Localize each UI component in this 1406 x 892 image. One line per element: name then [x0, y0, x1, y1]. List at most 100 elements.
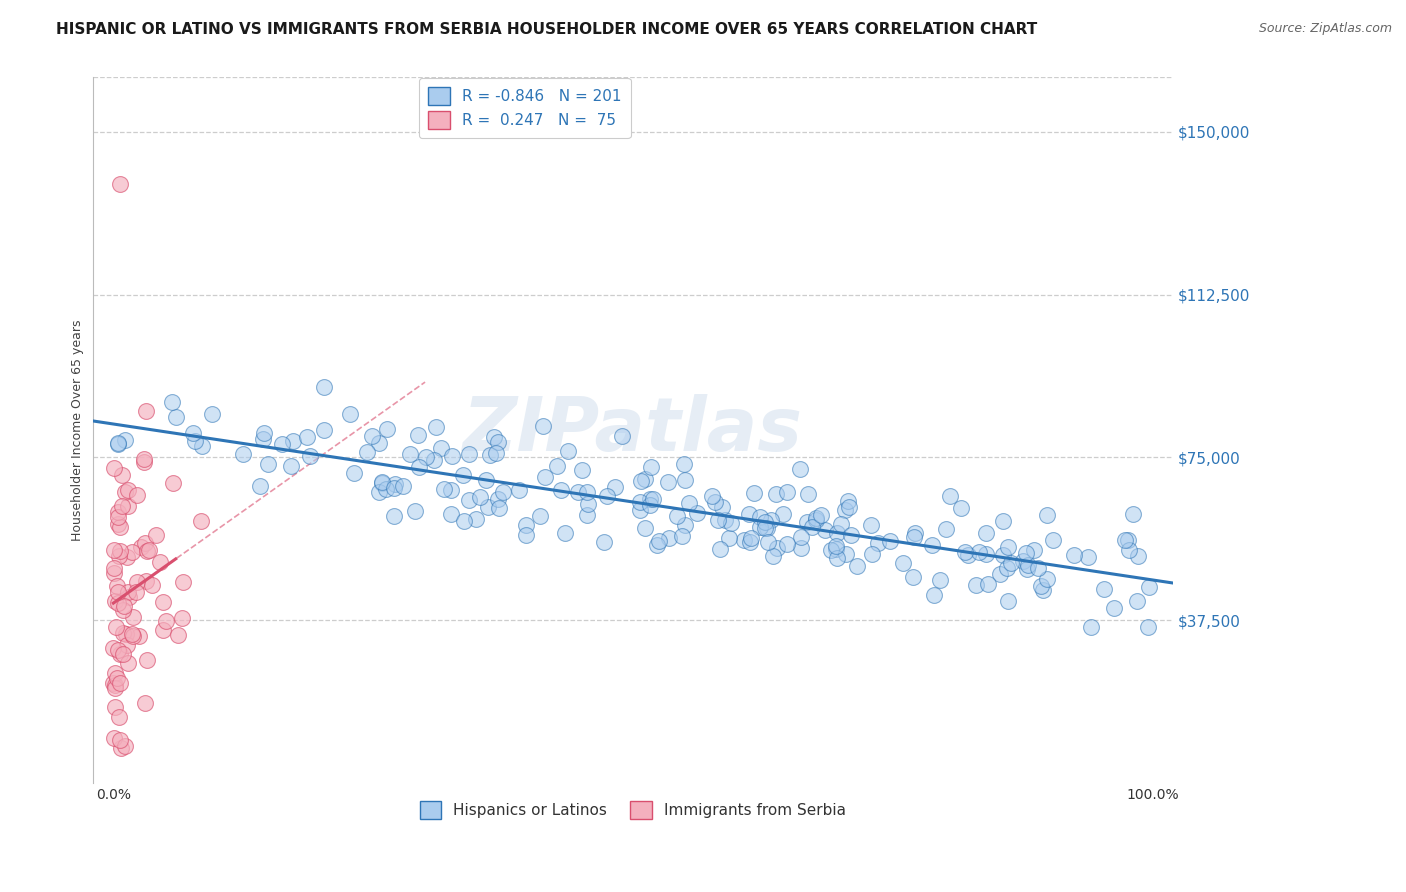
Point — [868, 536, 890, 550]
Point — [1092, 582, 1115, 596]
Point — [375, 422, 398, 436]
Point — [108, 710, 131, 724]
Point — [628, 503, 651, 517]
Point — [132, 452, 155, 467]
Point — [114, 433, 136, 447]
Point — [104, 666, 127, 681]
Point — [977, 576, 1000, 591]
Point — [440, 483, 463, 498]
Point — [641, 491, 664, 506]
Point — [749, 509, 772, 524]
Point — [702, 489, 724, 503]
Point — [921, 538, 943, 552]
Point — [105, 671, 128, 685]
Point — [152, 595, 174, 609]
Point — [860, 518, 883, 533]
Point — [633, 521, 655, 535]
Point — [554, 525, 576, 540]
Point — [633, 472, 655, 486]
Point — [136, 544, 159, 558]
Point — [249, 479, 271, 493]
Point — [754, 515, 776, 529]
Point — [190, 514, 212, 528]
Point — [711, 500, 734, 514]
Point — [108, 177, 131, 191]
Point — [404, 504, 426, 518]
Point — [107, 596, 129, 610]
Point — [232, 447, 254, 461]
Point — [709, 542, 731, 557]
Point — [112, 599, 135, 613]
Point — [567, 484, 589, 499]
Point — [128, 628, 150, 642]
Point — [790, 541, 813, 555]
Point — [1080, 620, 1102, 634]
Point — [108, 520, 131, 534]
Point — [1137, 580, 1160, 594]
Point — [103, 676, 125, 690]
Point — [129, 540, 152, 554]
Point — [107, 437, 129, 451]
Point — [956, 548, 979, 562]
Point — [1000, 556, 1022, 570]
Point — [756, 535, 779, 549]
Point — [314, 380, 336, 394]
Point — [756, 521, 779, 535]
Point — [576, 485, 599, 500]
Point — [478, 449, 501, 463]
Point — [125, 585, 148, 599]
Point — [107, 585, 129, 599]
Text: HISPANIC OR LATINO VS IMMIGRANTS FROM SERBIA HOUSEHOLDER INCOME OVER 65 YEARS CO: HISPANIC OR LATINO VS IMMIGRANTS FROM SE… — [56, 22, 1038, 37]
Text: Source: ZipAtlas.com: Source: ZipAtlas.com — [1258, 22, 1392, 36]
Point — [575, 508, 598, 522]
Point — [134, 455, 156, 469]
Point — [967, 545, 990, 559]
Point — [107, 510, 129, 524]
Point — [576, 497, 599, 511]
Point — [593, 535, 616, 549]
Point — [339, 407, 361, 421]
Point — [117, 500, 139, 514]
Point — [988, 567, 1011, 582]
Point — [515, 528, 537, 542]
Point — [475, 473, 498, 487]
Point — [172, 575, 194, 590]
Point — [772, 507, 794, 521]
Point — [814, 524, 837, 538]
Point — [1136, 620, 1159, 634]
Point — [571, 463, 593, 477]
Point — [138, 542, 160, 557]
Point — [104, 681, 127, 696]
Point — [835, 547, 858, 561]
Point — [125, 574, 148, 589]
Point — [280, 459, 302, 474]
Point — [184, 434, 207, 448]
Point — [837, 493, 859, 508]
Point — [1015, 546, 1038, 560]
Point — [433, 482, 456, 496]
Point — [762, 549, 785, 563]
Point — [112, 647, 135, 661]
Point — [114, 739, 136, 753]
Point — [846, 558, 869, 573]
Point — [825, 525, 848, 540]
Point — [738, 534, 761, 549]
Legend: Hispanics or Latinos, Immigrants from Serbia: Hispanics or Latinos, Immigrants from Se… — [413, 795, 852, 825]
Point — [935, 522, 957, 536]
Point — [148, 555, 170, 569]
Point — [766, 541, 789, 556]
Point — [107, 504, 129, 518]
Point — [423, 452, 446, 467]
Point — [804, 513, 827, 527]
Point — [415, 450, 437, 464]
Point — [1011, 554, 1033, 568]
Point — [368, 435, 391, 450]
Point — [117, 638, 139, 652]
Point — [939, 489, 962, 503]
Point — [1017, 558, 1039, 572]
Point — [789, 462, 811, 476]
Point — [111, 467, 134, 482]
Point — [121, 628, 143, 642]
Point — [468, 490, 491, 504]
Point — [121, 627, 143, 641]
